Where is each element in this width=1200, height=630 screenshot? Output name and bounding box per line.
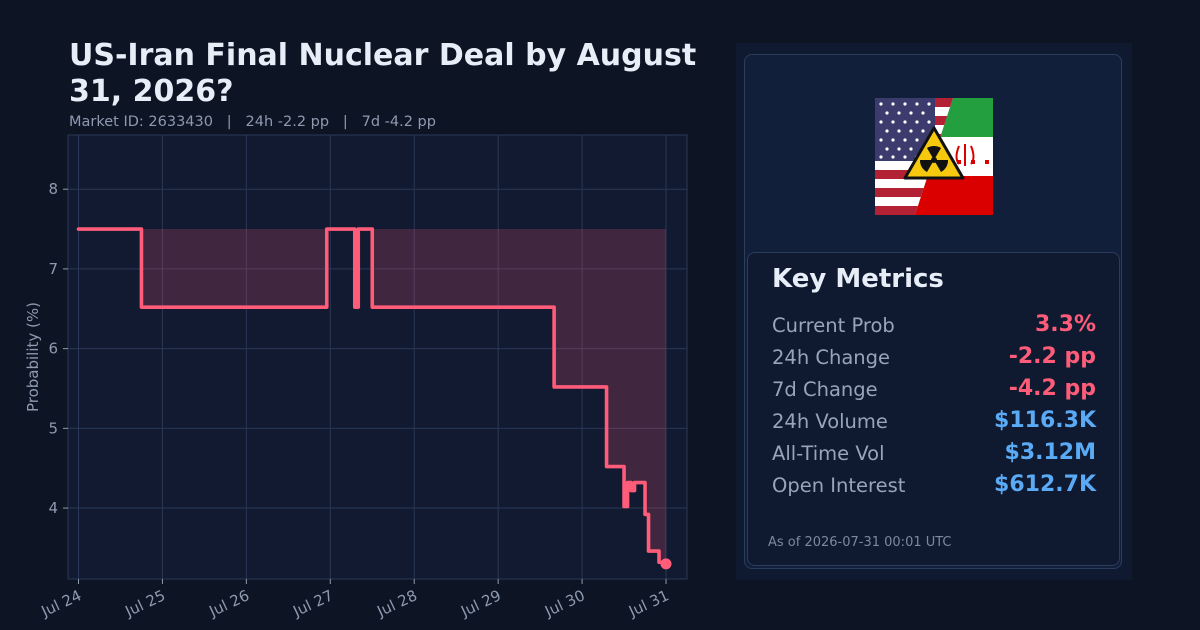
metric-label-open-interest: Open Interest (772, 474, 906, 497)
page-title: US-Iran Final Nuclear Deal by August 31,… (69, 38, 697, 109)
y-tick-label: 4 (48, 499, 58, 517)
x-tick-label: Jul 30 (541, 586, 588, 620)
plot-area (67, 134, 688, 580)
as-of-timestamp: As of 2026-07-31 00:01 UTC (768, 535, 952, 550)
metric-value-24h-volume: $116.3K (994, 408, 1096, 433)
metric-label-current-prob: Current Prob (772, 314, 895, 337)
metric-value-open-interest: $612.7K (994, 472, 1096, 497)
metric-label-all-time-vol: All-Time Vol (772, 442, 885, 465)
metric-label-24h-volume: 24h Volume (772, 410, 888, 433)
y-tick-label: 5 (48, 419, 58, 437)
grid-lines (68, 135, 687, 579)
metric-value-all-time-vol: $3.12M (1004, 440, 1096, 465)
metric-value-current-prob: 3.3% (1034, 312, 1096, 337)
metric-label-24h-change: 24h Change (772, 346, 891, 369)
x-tick-label: Jul 26 (206, 586, 253, 620)
radiation-warning-icon (903, 126, 965, 180)
y-axis-label: Probability (%) (24, 302, 42, 412)
key-metrics-title: Key Metrics (772, 264, 944, 294)
x-tick-label: Jul 29 (457, 586, 504, 620)
x-tick-label: Jul 25 (122, 586, 169, 620)
x-tick-label: Jul 28 (373, 586, 420, 620)
x-tick-label: Jul 31 (625, 586, 672, 620)
x-tick-label: Jul 24 (38, 586, 85, 620)
metric-value-7d-change: -4.2 pp (1008, 376, 1096, 401)
key-metrics-card (747, 252, 1120, 566)
y-tick-label: 7 (48, 260, 58, 278)
probability-chart: 4 5 6 7 8 Jul 24 Jul 25 Jul 26 Jul 27 Jul 28 Jul 2… (24, 134, 688, 621)
y-tick-label: 6 (48, 340, 58, 358)
metric-value-24h-change: -2.2 pp (1008, 344, 1096, 369)
series-line (76, 227, 668, 566)
metric-label-7d-change: 7d Change (772, 378, 878, 401)
end-point-marker (660, 558, 672, 570)
market-subtitle: Market ID: 2633430 | 24h -2.2 pp | 7d -4… (69, 114, 436, 130)
us-iran-flag-with-radiation-icon (875, 98, 993, 215)
x-tick-label: Jul 27 (289, 586, 336, 620)
y-tick-label: 8 (48, 180, 58, 198)
